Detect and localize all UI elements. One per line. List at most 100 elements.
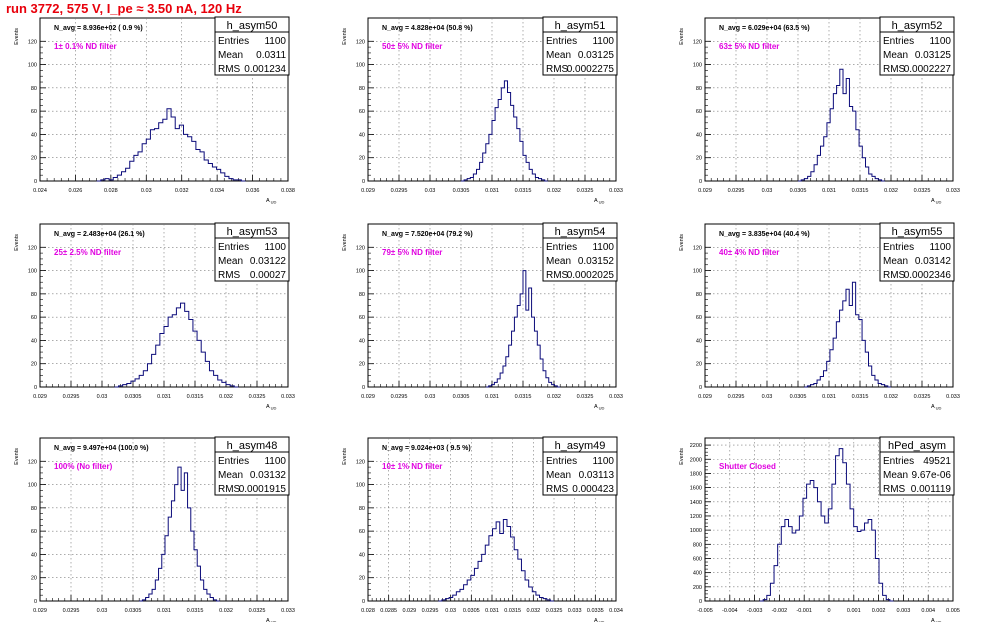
x-tick-label: 0.0305 (453, 188, 470, 194)
navg-label: N_avg = 8.936e+02 ( 0.9 %) (54, 25, 143, 32)
stats-label: Entries (883, 456, 914, 467)
y-tick-label: 20 (696, 362, 702, 368)
x-tick-label: 0.0305 (790, 394, 807, 400)
y-tick-label: 100 (28, 483, 37, 489)
histogram-line (485, 270, 561, 388)
histogram-line (139, 466, 220, 602)
stats-label: Entries (218, 242, 249, 253)
histogram-line (96, 108, 246, 182)
stats-label: Mean (546, 470, 571, 481)
histogram-name: h_asym48 (227, 440, 278, 452)
stats-box (879, 222, 955, 282)
x-tick-label: 0.0295 (422, 608, 439, 614)
x-tick-label: 0.001 (847, 608, 861, 614)
y-axis-label: Events (342, 448, 348, 465)
y-tick-label: 80 (31, 506, 37, 512)
x-tick-label: 0.029 (698, 188, 712, 194)
histogram-panel-h_asym52: 0.029 0.0295 0.03 0.0305 0.031 0.0315 0.032 0.0… (679, 16, 960, 205)
histogram-name: h_asym52 (892, 20, 943, 32)
stats-label: RMS (883, 270, 906, 281)
x-tick-label: 0.03 (762, 394, 773, 400)
x-tick-label: 0.0305 (125, 394, 142, 400)
y-axis-label: Events (679, 448, 685, 465)
y-tick-label: 0 (34, 179, 37, 185)
x-axis-label: AUD (931, 404, 942, 411)
y-tick-label: 400 (693, 571, 702, 577)
x-tick-label: 0.032 (547, 394, 561, 400)
histogram-line (804, 281, 891, 388)
x-tick-label: 0.0315 (504, 608, 521, 614)
x-tick-label: 0.031 (485, 394, 499, 400)
y-tick-label: 1000 (690, 528, 702, 534)
x-tick-label: 0.024 (33, 188, 47, 194)
y-axis-label: Events (14, 28, 20, 45)
x-tick-label: 0.0295 (391, 188, 408, 194)
stats-value: 0.03142 (915, 256, 952, 267)
y-tick-label: 120 (28, 459, 37, 465)
histogram-panel-h_asym50: 0.024 0.026 0.028 0.03 0.032 0.034 0.036 0.038 0… (14, 16, 295, 205)
histogram-line (759, 448, 894, 602)
y-tick-label: 120 (356, 459, 365, 465)
stats-value: 0.0311 (256, 50, 286, 61)
x-tick-label: 0.029 (33, 608, 47, 614)
page-title: run 3772, 575 V, I_pe ≈ 3.50 nA, 120 Hz (6, 1, 242, 16)
y-tick-label: 40 (696, 132, 702, 138)
stats-value: 1100 (929, 36, 951, 47)
histogram-name: h_asym51 (555, 20, 606, 32)
stats-value: 0.0002275 (567, 64, 615, 75)
x-tick-label: 0.028 (104, 188, 118, 194)
x-tick-label: 0.0315 (187, 394, 204, 400)
x-tick-label: 0.034 (210, 188, 224, 194)
stats-label: RMS (546, 484, 569, 495)
y-tick-label: 80 (359, 292, 365, 298)
y-tick-label: 100 (693, 269, 702, 275)
x-tick-label: 0.033 (281, 608, 295, 614)
stats-value: 0.0002346 (904, 270, 952, 281)
stats-label: Mean (883, 470, 908, 481)
y-tick-label: 2200 (690, 443, 702, 449)
y-tick-label: 80 (31, 292, 37, 298)
filter-label: 63± 5% ND filter (719, 42, 779, 51)
x-tick-label: 0.003 (897, 608, 911, 614)
y-tick-label: 60 (696, 315, 702, 321)
x-tick-label: 0.03 (425, 188, 436, 194)
x-axis-label: AUD (594, 618, 605, 622)
filter-label: 50± 5% ND filter (382, 42, 442, 51)
y-tick-label: 80 (696, 292, 702, 298)
x-tick-label: 0.0305 (453, 394, 470, 400)
y-tick-label: 40 (31, 552, 37, 558)
y-tick-label: 40 (31, 338, 37, 344)
x-tick-label: 0.005 (946, 608, 960, 614)
y-tick-label: 0 (699, 599, 702, 605)
histogram-panel-h_asym49: 0.028 0.0285 0.029 0.0295 0.03 0.0305 0.031 0.0… (342, 436, 623, 622)
y-axis-label: Events (342, 234, 348, 251)
stats-value: 1100 (264, 456, 286, 467)
y-tick-label: 60 (359, 529, 365, 535)
y-tick-label: 600 (693, 556, 702, 562)
y-tick-label: 40 (31, 132, 37, 138)
x-tick-label: -0.002 (772, 608, 788, 614)
y-tick-label: 120 (28, 245, 37, 251)
x-tick-label: 0.033 (609, 394, 623, 400)
stats-label: Entries (546, 242, 577, 253)
stats-value: 1100 (592, 456, 614, 467)
histogram-name: hPed_asym (888, 440, 946, 452)
x-tick-label: -0.001 (796, 608, 812, 614)
x-tick-label: 0.0285 (380, 608, 397, 614)
x-axis-label: AUD (594, 198, 605, 205)
y-axis-label: Events (679, 28, 685, 45)
x-tick-label: 0.004 (921, 608, 935, 614)
y-tick-label: 120 (356, 39, 365, 45)
stats-value: 9.67e-06 (912, 470, 952, 481)
stats-value: 1100 (929, 242, 951, 253)
x-tick-label: 0.032 (884, 394, 898, 400)
x-tick-label: 0.0315 (515, 188, 532, 194)
filter-label: 25± 2.5% ND filter (54, 248, 121, 257)
y-tick-label: 0 (34, 599, 37, 605)
stats-label: Mean (883, 256, 908, 267)
y-axis-label: Events (342, 28, 348, 45)
x-tick-label: 0.029 (361, 394, 375, 400)
y-tick-label: 100 (693, 63, 702, 69)
x-tick-label: 0.0305 (790, 188, 807, 194)
y-tick-label: 60 (359, 109, 365, 115)
